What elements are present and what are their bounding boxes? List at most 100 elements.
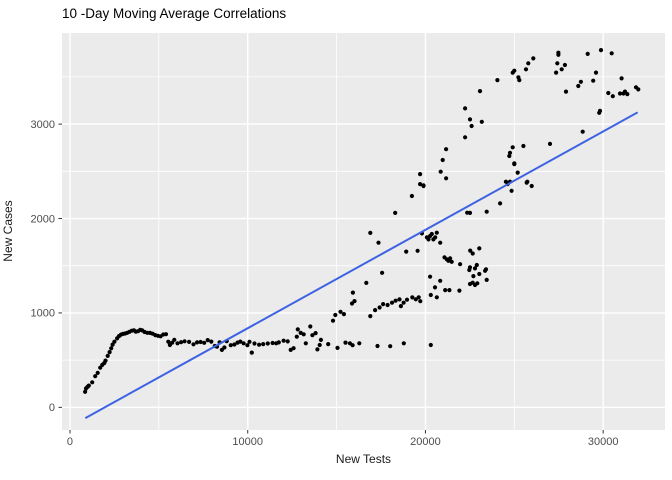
data-point — [463, 106, 468, 111]
y-axis-title: New Cases — [1, 200, 15, 262]
data-point — [636, 87, 641, 92]
data-point — [401, 341, 406, 346]
data-point — [428, 292, 433, 298]
data-point — [438, 278, 443, 283]
data-point — [562, 62, 568, 68]
data-point — [326, 342, 331, 347]
data-point — [401, 300, 406, 305]
data-point — [529, 183, 534, 189]
data-point — [265, 341, 270, 346]
data-point — [404, 297, 410, 302]
data-point — [368, 314, 373, 319]
data-point — [418, 182, 423, 187]
y-tick-label: 3000 — [31, 119, 55, 131]
data-point — [509, 188, 514, 193]
data-point — [447, 288, 452, 293]
data-point — [393, 210, 398, 215]
data-point — [409, 193, 414, 199]
data-point — [457, 288, 462, 293]
data-point — [418, 299, 423, 304]
data-point — [625, 92, 630, 97]
data-point — [610, 94, 615, 99]
y-tick-label: 0 — [49, 402, 55, 414]
data-point — [83, 389, 88, 394]
data-point — [477, 271, 482, 277]
x-tick-label: 10000 — [232, 436, 263, 448]
x-tick-label: 0 — [67, 436, 73, 448]
data-point — [341, 312, 346, 317]
data-point — [449, 259, 454, 264]
data-point — [291, 346, 296, 351]
data-point — [294, 334, 299, 339]
data-point — [202, 340, 207, 345]
data-point — [222, 345, 227, 350]
data-point — [385, 302, 390, 308]
data-point — [555, 61, 560, 66]
chart-title: 10 -Day Moving Average Correlations — [62, 6, 287, 21]
data-point — [477, 89, 483, 94]
x-tick-label: 30000 — [588, 436, 619, 448]
data-point — [578, 79, 584, 84]
data-point — [531, 56, 536, 61]
data-point — [187, 339, 192, 344]
data-point — [448, 256, 453, 261]
data-point — [517, 78, 522, 83]
data-point — [350, 290, 355, 295]
data-point — [434, 230, 439, 235]
data-point — [418, 172, 423, 177]
data-point — [438, 169, 443, 174]
data-point — [515, 170, 520, 175]
data-point — [238, 339, 243, 344]
data-point — [563, 89, 569, 94]
data-point — [308, 324, 313, 329]
data-point — [495, 78, 500, 83]
data-point — [380, 270, 385, 275]
data-point — [112, 339, 117, 344]
trend-line — [84, 111, 638, 419]
data-point — [576, 83, 581, 89]
data-point — [228, 343, 233, 348]
data-point — [376, 240, 381, 245]
data-point — [343, 340, 348, 345]
y-tick-label: 1000 — [31, 308, 55, 320]
data-point — [580, 129, 585, 134]
data-point — [103, 358, 108, 363]
plot-panel — [62, 33, 665, 430]
data-point — [172, 337, 177, 342]
data-point — [364, 280, 369, 285]
data-point — [388, 344, 393, 349]
data-point — [90, 380, 95, 385]
data-point — [170, 340, 175, 345]
data-point — [426, 237, 431, 242]
data-point — [175, 341, 180, 346]
data-point — [421, 183, 426, 189]
data-point — [429, 231, 434, 237]
data-point — [182, 339, 187, 344]
data-point — [484, 277, 489, 282]
data-point — [484, 209, 489, 214]
data-point — [503, 179, 508, 184]
data-point — [257, 342, 262, 347]
data-point — [606, 90, 611, 96]
data-point — [303, 341, 308, 346]
data-point — [393, 298, 398, 303]
data-point — [507, 153, 512, 159]
data-point — [368, 230, 373, 235]
data-point — [404, 249, 409, 254]
x-tick-label: 20000 — [410, 436, 441, 448]
data-point — [510, 145, 515, 150]
data-point — [232, 342, 237, 347]
data-point — [524, 180, 529, 185]
data-point — [252, 341, 257, 346]
data-point — [434, 295, 439, 300]
data-point — [467, 117, 473, 122]
data-point — [389, 300, 395, 305]
data-point — [475, 281, 480, 286]
data-point — [198, 339, 203, 345]
data-point — [443, 288, 448, 293]
data-point — [523, 67, 529, 72]
data-point — [598, 48, 604, 53]
data-point — [373, 308, 378, 313]
